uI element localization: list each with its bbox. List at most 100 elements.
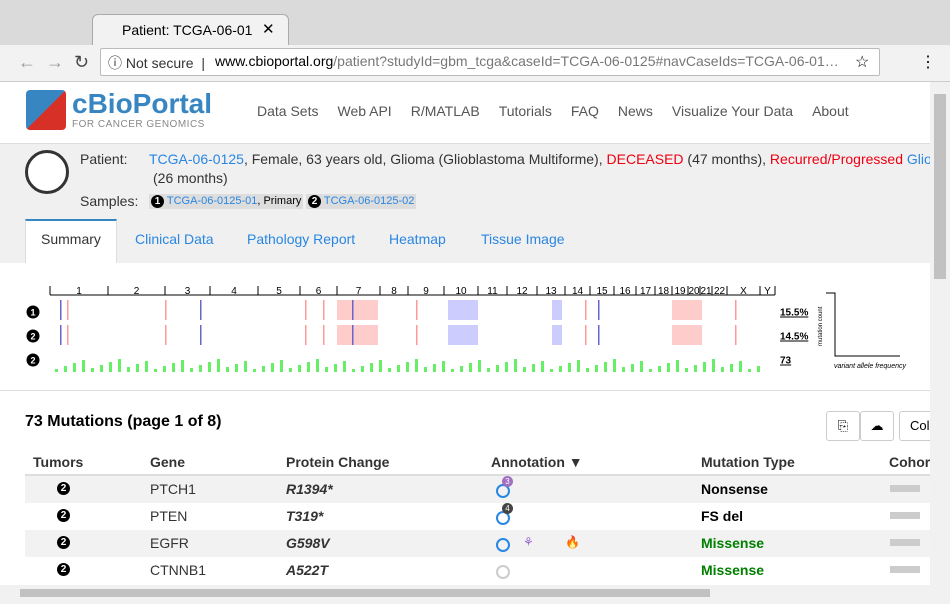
cna-tick <box>416 300 418 320</box>
vaf-bar <box>109 362 112 372</box>
nav-buttons[interactable]: ← → ↻ <box>18 52 90 72</box>
column-header[interactable]: Annotation ▼ <box>491 454 583 470</box>
track-num: 1 <box>30 308 35 318</box>
vaf-bar <box>55 369 58 372</box>
track-label: 15.5% <box>780 308 808 319</box>
chrom-label: 2 <box>134 286 140 297</box>
vaf-bar <box>352 369 355 372</box>
h-scrollbar[interactable] <box>0 585 950 604</box>
progress-time: (26 months) <box>153 170 228 186</box>
star[interactable]: ☆ <box>855 54 870 71</box>
tab-link[interactable]: Tissue Image <box>481 231 565 247</box>
chrom-label: 22 <box>714 286 726 297</box>
vaf-bar <box>712 359 715 372</box>
genome-plot: 1 2 3 4 5 6 7 8 9 10 11 12 13 14 15 16 17 18 19 20 21 22 X Y1 15… <box>26 286 906 372</box>
url-host: www.cbioportal.org <box>215 53 334 69</box>
protein-change: G598V <box>286 535 330 551</box>
menu[interactable]: ⋮ <box>920 54 936 71</box>
gene: CTNNB1 <box>150 562 207 578</box>
status-time: (47 months), <box>683 151 770 167</box>
sample-1[interactable]: 1 TCGA-06-0125-01, Primary <box>149 194 304 209</box>
nav-link[interactable]: Tutorials <box>498 103 552 119</box>
sample-id: TCGA-06-0125-02 <box>323 195 415 207</box>
security: ⓘ Not secure | <box>108 55 206 71</box>
copy-button[interactable]: ⎘ <box>826 411 860 441</box>
patient-desc: , Female, 63 years old, Glioma (Glioblas… <box>243 151 607 167</box>
sample-badge: 1 <box>151 195 164 208</box>
table-row[interactable]: 2 PTCH1 R1394* 3 Nonsense <box>25 476 930 503</box>
vaf-bar <box>397 365 400 372</box>
vaf-bar <box>595 365 598 372</box>
vaf-bar <box>334 364 337 372</box>
chrom-label: X <box>740 286 747 297</box>
vaf-bar <box>694 365 697 372</box>
vaf-bar <box>118 359 121 372</box>
columns-button[interactable]: Col <box>899 411 950 441</box>
column-header[interactable]: Mutation Type <box>701 454 795 470</box>
vaf-bar <box>460 366 463 372</box>
nav-link[interactable]: R/MATLAB <box>410 103 480 119</box>
vaf-bar <box>586 368 589 372</box>
sample-2[interactable]: 2 TCGA-06-0125-02 <box>306 194 417 209</box>
vaf-bar <box>181 360 184 372</box>
vaf-bar <box>199 365 202 372</box>
column-header[interactable]: Gene <box>150 454 186 470</box>
vaf-bar <box>262 366 265 372</box>
column-header[interactable]: Protein Change <box>286 454 390 470</box>
column-header[interactable]: Cohor <box>889 454 930 470</box>
logo-icon <box>26 90 66 130</box>
download-button[interactable]: ☁ <box>860 411 894 441</box>
sample-badge: 2 <box>308 195 321 208</box>
nav-link[interactable]: FAQ <box>570 103 599 119</box>
cna-segment <box>672 300 702 320</box>
url-path: /patient?studyId=gbm_tcga&caseId=TCGA-06… <box>333 53 839 69</box>
vaf-bar <box>244 361 247 372</box>
cna-tick <box>305 300 307 320</box>
cna-tick <box>416 325 418 345</box>
logo-sub: FOR CANCER GENOMICS <box>72 119 205 130</box>
vaf-bar <box>613 359 616 372</box>
cna-segment <box>552 325 562 345</box>
vaf-bar <box>163 366 166 372</box>
vaf-bar <box>541 361 544 372</box>
patient-id[interactable]: TCGA-06-0125 <box>149 151 244 167</box>
tumor-badge: 2 <box>57 482 70 495</box>
vaf-bar <box>127 367 130 372</box>
table-row[interactable]: 2 CTNNB1 A522T Missense <box>25 557 930 584</box>
active-tab[interactable] <box>25 219 117 263</box>
cna-tick <box>323 300 325 320</box>
table-row[interactable]: 2 PTEN T319* 4 FS del <box>25 503 930 530</box>
chrom-label: Y <box>764 286 771 297</box>
vaf-bar <box>217 359 220 372</box>
nav-links: Data Sets Web API R/MATLAB Tutorials FAQ News… <box>257 103 868 119</box>
chrom-label: 6 <box>316 286 322 297</box>
chrom-label: 16 <box>619 286 631 297</box>
vaf-bar <box>280 360 283 372</box>
cna-tick <box>67 325 69 345</box>
x-label: variant allele frequency <box>834 363 906 370</box>
tab[interactable] <box>92 14 289 46</box>
column-header[interactable]: Tumors <box>33 454 84 470</box>
tumor-badge: 2 <box>57 509 70 522</box>
tab-link[interactable]: Clinical Data <box>135 231 214 247</box>
address-bar[interactable] <box>100 48 880 76</box>
nav-link[interactable]: About <box>812 103 849 119</box>
vaf-bar <box>361 366 364 372</box>
nav-link[interactable]: Visualize Your Data <box>671 103 794 119</box>
v-scrollbar[interactable] <box>930 82 950 585</box>
nav-link[interactable]: Web API <box>337 103 392 119</box>
vaf-bar <box>172 363 175 372</box>
vaf-bar <box>379 360 382 372</box>
table-row[interactable]: 2 EGFR G598V ⚘ 🔥 Missense <box>25 530 930 557</box>
cna-segment <box>552 300 562 320</box>
nav-link[interactable]: Data Sets <box>257 103 319 119</box>
vaf-bar <box>631 364 634 372</box>
mutation-table: Tumors Gene Protein Change Annotation ▼ Muta… <box>25 450 930 585</box>
tab-link[interactable]: Heatmap <box>389 231 446 247</box>
tab-close[interactable]: ✕ <box>262 21 275 38</box>
tab-link[interactable]: Pathology Report <box>247 231 356 247</box>
gene: PTCH1 <box>150 481 196 497</box>
nav-link[interactable]: News <box>617 103 653 119</box>
track-badge <box>26 353 40 367</box>
tab-link[interactable]: Summary <box>41 231 101 247</box>
